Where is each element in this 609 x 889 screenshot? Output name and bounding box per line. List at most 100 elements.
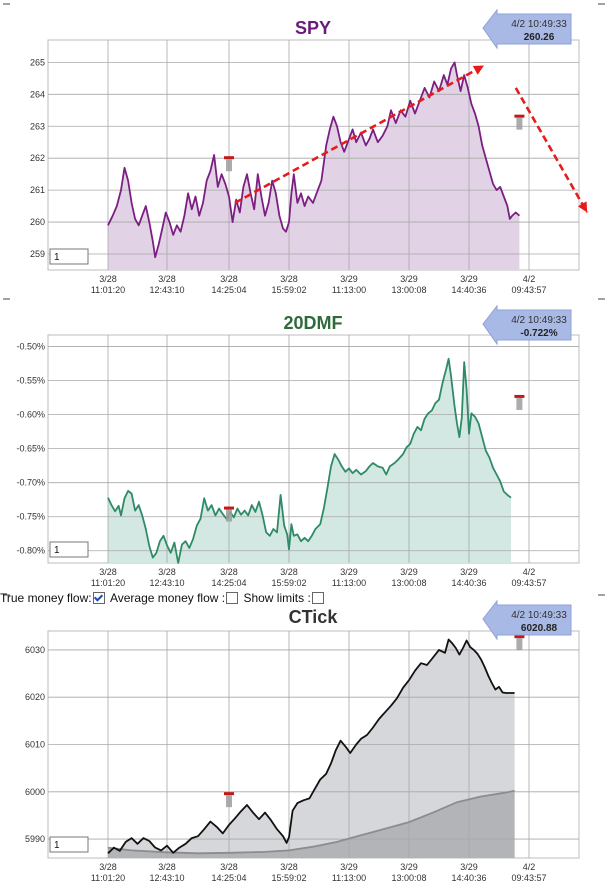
x-tick-time: 14:40:36 xyxy=(451,578,486,588)
y-tick-label: -0.70% xyxy=(16,478,45,488)
x-tick-date: 3/29 xyxy=(340,274,358,284)
x-tick-date: 3/28 xyxy=(99,567,117,577)
x-tick-time: 13:00:08 xyxy=(391,873,426,883)
value-flag-time: 4/2 10:49:33 xyxy=(511,315,567,326)
chart-title: CTick xyxy=(289,607,339,627)
x-tick-date: 3/29 xyxy=(460,274,478,284)
x-tick-date: 3/29 xyxy=(400,274,418,284)
true-money-flow-checkbox[interactable] xyxy=(92,591,105,604)
y-tick-label: -0.50% xyxy=(16,342,45,352)
period-input-value: 1 xyxy=(54,252,60,263)
period-input-box xyxy=(49,836,89,853)
event-marker-bar xyxy=(226,509,232,522)
x-tick-time: 11:13:00 xyxy=(332,873,366,883)
y-tick-label: -0.75% xyxy=(16,512,45,522)
y-tick-label: 262 xyxy=(30,153,45,163)
x-tick-date: 3/28 xyxy=(158,862,176,872)
chart-panel-2: 599060006010602060303/2811:01:203/2812:4… xyxy=(3,594,605,883)
chart-panel-1: -0.50% -0.55% -0.60% -0.65% -0.70% -0.75% -0.8… xyxy=(3,298,605,588)
x-tick-time: 15:59:02 xyxy=(271,578,306,588)
chart-panel-0: 2592602612622632642653/2811:01:203/2812:… xyxy=(3,3,605,295)
x-tick-time: 09:43:57 xyxy=(511,578,546,588)
x-tick-date: 3/28 xyxy=(99,862,117,872)
series-line xyxy=(107,638,515,854)
event-marker-bar xyxy=(226,159,232,172)
event-marker xyxy=(514,394,525,398)
x-tick-time: 11:13:00 xyxy=(332,578,366,588)
x-tick-date: 3/29 xyxy=(340,567,358,577)
money-flow-controls: True money flow: Average money flow : Sh… xyxy=(0,590,326,605)
series-fill xyxy=(108,62,520,271)
trend-arrow-line xyxy=(514,87,589,214)
trend-arrow-head xyxy=(577,201,588,213)
x-tick-date: 3/29 xyxy=(340,862,358,872)
x-tick-time: 14:40:36 xyxy=(451,285,486,295)
x-tick-date: 4/2 xyxy=(523,862,536,872)
trend-arrow-line xyxy=(234,64,485,205)
y-tick-label: 6030 xyxy=(25,645,45,655)
y-tick-label: 5990 xyxy=(25,834,45,844)
x-tick-time: 14:25:04 xyxy=(211,873,246,883)
x-tick-time: 14:25:04 xyxy=(211,285,246,295)
x-tick-date: 3/29 xyxy=(400,567,418,577)
y-tick-label: 264 xyxy=(30,89,45,99)
x-tick-time: 13:00:08 xyxy=(391,285,426,295)
y-tick-label: -0.55% xyxy=(16,376,45,386)
x-tick-date: 3/28 xyxy=(280,274,298,284)
period-input-value: 1 xyxy=(54,840,60,851)
event-marker xyxy=(224,792,234,796)
x-tick-time: 12:43:10 xyxy=(149,873,184,883)
event-marker xyxy=(224,156,234,160)
y-tick-label: -0.60% xyxy=(16,410,45,420)
x-tick-time: 15:59:02 xyxy=(271,873,306,883)
x-tick-date: 3/28 xyxy=(220,274,238,284)
chart-title: 20DMF xyxy=(283,313,342,333)
x-tick-time: 14:25:04 xyxy=(211,578,246,588)
value-flag-time: 4/2 10:49:33 xyxy=(511,19,567,30)
value-flag xyxy=(482,8,572,50)
x-tick-date: 3/28 xyxy=(158,274,176,284)
period-input-value: 1 xyxy=(54,545,60,556)
x-tick-time: 14:40:36 xyxy=(451,873,486,883)
value-flag xyxy=(482,599,572,641)
event-marker xyxy=(224,506,234,510)
x-tick-date: 3/28 xyxy=(280,862,298,872)
value-flag-value: 260.26 xyxy=(524,32,555,43)
show-limits-label: Show limits : xyxy=(243,590,311,605)
x-tick-date: 3/28 xyxy=(220,862,238,872)
x-tick-time: 09:43:57 xyxy=(511,873,546,883)
x-tick-time: 09:43:57 xyxy=(511,285,546,295)
y-tick-label: 6020 xyxy=(25,692,45,702)
event-marker xyxy=(514,635,525,639)
x-tick-date: 4/2 xyxy=(523,567,536,577)
average-money-flow-checkbox[interactable] xyxy=(226,591,239,604)
series-fill xyxy=(108,358,511,563)
period-input-box xyxy=(49,248,89,265)
x-tick-date: 3/28 xyxy=(99,274,117,284)
x-tick-date: 3/29 xyxy=(400,862,418,872)
x-tick-date: 3/28 xyxy=(280,567,298,577)
x-tick-date: 3/28 xyxy=(220,567,238,577)
x-tick-date: 4/2 xyxy=(523,274,536,284)
x-tick-time: 15:59:02 xyxy=(271,285,306,295)
value-flag xyxy=(482,304,572,346)
y-tick-label: 261 xyxy=(30,185,45,195)
event-marker-bar xyxy=(516,638,523,651)
y-tick-label: 259 xyxy=(30,249,45,259)
value-flag-time: 4/2 10:49:33 xyxy=(511,610,567,621)
x-tick-time: 11:01:20 xyxy=(91,285,125,295)
y-tick-label: 263 xyxy=(30,121,45,131)
x-tick-time: 11:01:20 xyxy=(91,578,125,588)
trend-arrow-head xyxy=(472,65,484,75)
show-limits-checkbox[interactable] xyxy=(311,591,324,604)
series-line xyxy=(107,357,512,564)
x-tick-time: 12:43:10 xyxy=(149,578,184,588)
average-money-flow-label: Average money flow : xyxy=(109,590,226,605)
value-flag-value: 6020.88 xyxy=(521,623,558,634)
value-flag-value: -0.722% xyxy=(520,328,557,339)
y-tick-label: 6010 xyxy=(25,740,45,750)
average-series-fill xyxy=(108,790,515,858)
x-tick-date: 3/29 xyxy=(460,567,478,577)
x-tick-date: 3/28 xyxy=(158,567,176,577)
x-tick-time: 11:13:00 xyxy=(332,285,366,295)
